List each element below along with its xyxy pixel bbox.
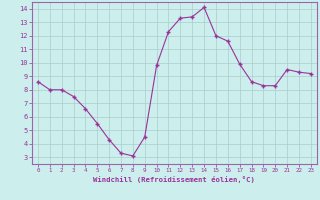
X-axis label: Windchill (Refroidissement éolien,°C): Windchill (Refroidissement éolien,°C): [93, 176, 255, 183]
